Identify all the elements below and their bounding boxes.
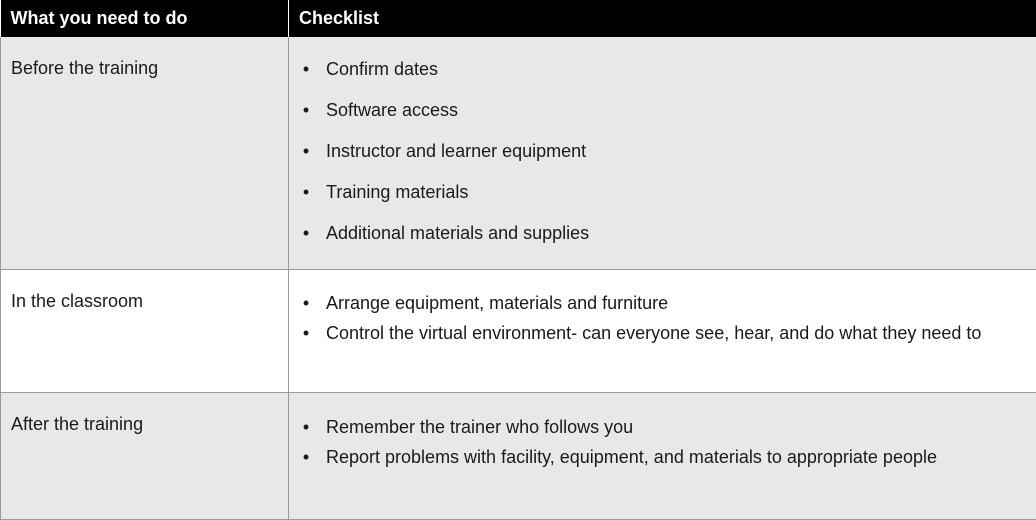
list-item: • Remember the trainer who follows you — [289, 415, 1020, 440]
list-item-text: Additional materials and supplies — [326, 223, 589, 243]
bullet-icon: • — [299, 221, 313, 246]
checklist-cell: • Remember the trainer who follows you • R… — [289, 393, 1036, 520]
bullet-icon: • — [299, 291, 313, 316]
checklist-list: • Arrange equipment, materials and furnit… — [289, 270, 1036, 346]
list-item-text: Remember the trainer who follows you — [326, 417, 633, 437]
bullet-icon: • — [299, 139, 313, 164]
bullet-icon: • — [299, 180, 313, 205]
bullet-icon: • — [299, 98, 313, 123]
list-item: • Confirm dates — [289, 57, 1020, 82]
table-row: In the classroom • Arrange equipment, mat… — [1, 270, 1036, 393]
list-item-text: Confirm dates — [326, 59, 438, 79]
list-item: • Control the virtual environment- can ev… — [289, 321, 1020, 346]
list-item: • Training materials — [289, 180, 1020, 205]
checklist-list: • Remember the trainer who follows you • R… — [289, 393, 1036, 470]
bullet-icon: • — [299, 57, 313, 82]
table-header: What you need to do Checklist — [1, 0, 1036, 37]
list-item-text: Software access — [326, 100, 458, 120]
table-row: Before the training • Confirm dates • Soft… — [1, 37, 1036, 270]
list-item-text: Instructor and learner equipment — [326, 141, 586, 161]
checklist-cell: • Confirm dates • Software access • Instruc… — [289, 37, 1036, 270]
checklist-list: • Confirm dates • Software access • Instruc… — [289, 37, 1036, 246]
list-item-text: Control the virtual environment- can eve… — [326, 323, 981, 343]
list-item: • Report problems with facility, equipmen… — [289, 445, 1020, 470]
list-item-text: Training materials — [326, 182, 468, 202]
list-item: • Instructor and learner equipment — [289, 139, 1020, 164]
checklist-cell: • Arrange equipment, materials and furnit… — [289, 270, 1036, 393]
header-checklist: Checklist — [289, 0, 1036, 37]
list-item: • Software access — [289, 98, 1020, 123]
list-item-text: Report problems with facility, equipment… — [326, 447, 937, 467]
table-row: After the training • Remember the trainer… — [1, 393, 1036, 520]
header-row: What you need to do Checklist — [1, 0, 1036, 37]
header-task: What you need to do — [1, 0, 289, 37]
bullet-icon: • — [299, 321, 313, 346]
task-cell: After the training — [1, 393, 289, 520]
task-cell: Before the training — [1, 37, 289, 270]
bullet-icon: • — [299, 415, 313, 440]
table-body: Before the training • Confirm dates • Soft… — [1, 37, 1036, 520]
bullet-icon: • — [299, 445, 313, 470]
list-item-text: Arrange equipment, materials and furnitu… — [326, 293, 668, 313]
task-cell: In the classroom — [1, 270, 289, 393]
list-item: • Arrange equipment, materials and furnit… — [289, 291, 1020, 316]
list-item: • Additional materials and supplies — [289, 221, 1020, 246]
